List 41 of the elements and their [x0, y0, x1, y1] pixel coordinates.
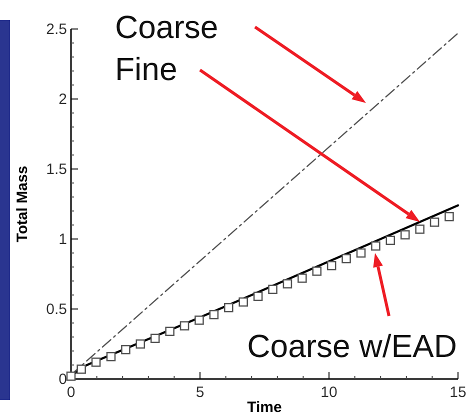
point: [342, 254, 351, 264]
point: [268, 284, 278, 294]
point: [194, 316, 204, 325]
point: [430, 218, 440, 227]
point: [76, 364, 86, 374]
point: [209, 310, 219, 320]
point: [180, 321, 190, 330]
y-tick-label: 2.5: [46, 21, 67, 38]
point: [150, 334, 160, 344]
point: [312, 266, 322, 276]
point: [371, 241, 380, 251]
x-tick-label: 15: [450, 384, 466, 401]
point: [444, 212, 454, 222]
y-axis-title: Total Mass: [14, 166, 31, 242]
x-tick-label: 5: [196, 384, 204, 401]
point: [326, 260, 336, 270]
point: [253, 292, 263, 302]
point: [415, 224, 424, 234]
annotation: Coarse w/EAD: [247, 328, 457, 364]
point: [121, 344, 130, 354]
point: [356, 248, 366, 258]
y-tick-label: 1.5: [46, 161, 67, 178]
x-axis-title: Time: [247, 399, 282, 415]
x-tick-label: 10: [320, 384, 338, 401]
point: [91, 358, 101, 367]
annotation: Fine: [115, 51, 178, 87]
y-tick-label: 2: [58, 91, 67, 108]
point: [136, 339, 146, 349]
point: [386, 236, 396, 246]
point: [282, 279, 292, 288]
point: [298, 274, 307, 283]
y-tick-label: 0.5: [46, 301, 67, 318]
point: [165, 326, 174, 336]
point: [400, 230, 410, 240]
point: [238, 297, 248, 307]
y-tick-label: 1: [58, 231, 67, 248]
point: [66, 372, 76, 381]
point: [106, 352, 116, 362]
y-tick-label: 0: [58, 371, 67, 388]
annotation: Coarse: [115, 9, 218, 45]
point: [224, 302, 234, 312]
